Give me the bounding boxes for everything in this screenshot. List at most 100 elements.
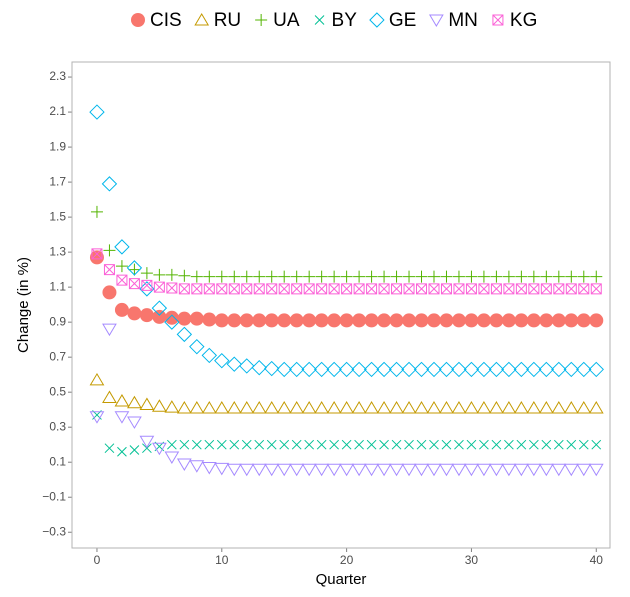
point bbox=[504, 439, 514, 450]
point bbox=[451, 463, 467, 477]
point bbox=[478, 283, 490, 295]
point bbox=[291, 439, 302, 450]
y-tick-label: 0.7 bbox=[49, 349, 66, 363]
point bbox=[253, 283, 265, 295]
point bbox=[429, 439, 439, 450]
point bbox=[414, 313, 429, 328]
point bbox=[391, 439, 402, 450]
point bbox=[404, 439, 414, 450]
point bbox=[253, 270, 266, 283]
point bbox=[142, 443, 152, 454]
y-tick-label: 2.3 bbox=[49, 69, 66, 83]
point bbox=[451, 313, 466, 328]
point bbox=[189, 460, 205, 473]
point bbox=[326, 400, 342, 414]
point bbox=[203, 270, 216, 283]
point bbox=[329, 439, 339, 450]
point bbox=[226, 463, 242, 477]
legend-label: MN bbox=[448, 10, 478, 31]
point bbox=[302, 313, 317, 328]
point bbox=[303, 270, 316, 283]
point bbox=[388, 361, 405, 378]
point bbox=[566, 439, 577, 450]
legend-item: CIS bbox=[131, 10, 182, 31]
point bbox=[189, 400, 205, 414]
point bbox=[479, 439, 489, 450]
point bbox=[529, 439, 539, 450]
point bbox=[214, 313, 229, 328]
point bbox=[201, 400, 217, 414]
point bbox=[115, 260, 128, 273]
point bbox=[428, 283, 440, 295]
point bbox=[314, 463, 330, 477]
point bbox=[453, 283, 465, 295]
point bbox=[179, 439, 190, 450]
point bbox=[477, 270, 490, 283]
point bbox=[465, 283, 477, 295]
point bbox=[403, 270, 416, 283]
point bbox=[576, 313, 591, 328]
point bbox=[326, 361, 342, 378]
point bbox=[365, 270, 378, 283]
point bbox=[314, 313, 329, 328]
point bbox=[376, 361, 392, 378]
x-tick-label: 0 bbox=[94, 553, 101, 567]
point bbox=[127, 416, 142, 429]
point bbox=[214, 352, 230, 369]
point bbox=[176, 400, 192, 414]
point bbox=[189, 338, 205, 355]
point bbox=[152, 309, 167, 324]
point bbox=[353, 283, 365, 295]
legend-label: GE bbox=[389, 10, 416, 31]
point bbox=[476, 361, 492, 378]
point bbox=[414, 463, 429, 477]
point bbox=[114, 393, 130, 407]
legend-item: BY bbox=[314, 10, 357, 31]
point bbox=[552, 270, 565, 283]
point bbox=[114, 239, 130, 255]
point bbox=[427, 270, 440, 283]
point bbox=[377, 313, 392, 328]
point bbox=[401, 361, 417, 378]
point bbox=[588, 400, 604, 414]
point bbox=[102, 323, 117, 337]
y-tick-label: 1.9 bbox=[49, 139, 66, 153]
point bbox=[341, 439, 352, 450]
point bbox=[439, 463, 454, 477]
point bbox=[351, 361, 367, 378]
point bbox=[541, 439, 552, 450]
point bbox=[89, 104, 105, 120]
point bbox=[339, 313, 354, 328]
point bbox=[165, 268, 178, 281]
point bbox=[490, 270, 503, 283]
point bbox=[351, 463, 367, 477]
point bbox=[229, 439, 240, 450]
point bbox=[354, 439, 364, 450]
point bbox=[166, 282, 178, 294]
point bbox=[316, 283, 328, 295]
point bbox=[289, 313, 304, 328]
point bbox=[326, 463, 342, 477]
point bbox=[565, 283, 577, 295]
point bbox=[466, 439, 477, 450]
point bbox=[591, 439, 602, 450]
point bbox=[452, 270, 465, 283]
y-tick-label: 0.9 bbox=[49, 314, 66, 328]
point bbox=[276, 463, 292, 477]
point bbox=[241, 439, 252, 450]
point bbox=[241, 283, 253, 295]
point bbox=[301, 361, 317, 378]
legend-item: UA bbox=[255, 10, 300, 31]
point bbox=[315, 270, 328, 283]
point bbox=[439, 313, 454, 328]
point bbox=[438, 361, 455, 378]
point bbox=[152, 442, 167, 456]
point bbox=[489, 313, 504, 328]
point bbox=[239, 400, 255, 414]
point bbox=[364, 313, 379, 328]
point bbox=[515, 270, 528, 283]
point bbox=[366, 439, 377, 450]
point bbox=[578, 283, 590, 295]
point bbox=[439, 400, 454, 414]
point bbox=[416, 283, 428, 295]
